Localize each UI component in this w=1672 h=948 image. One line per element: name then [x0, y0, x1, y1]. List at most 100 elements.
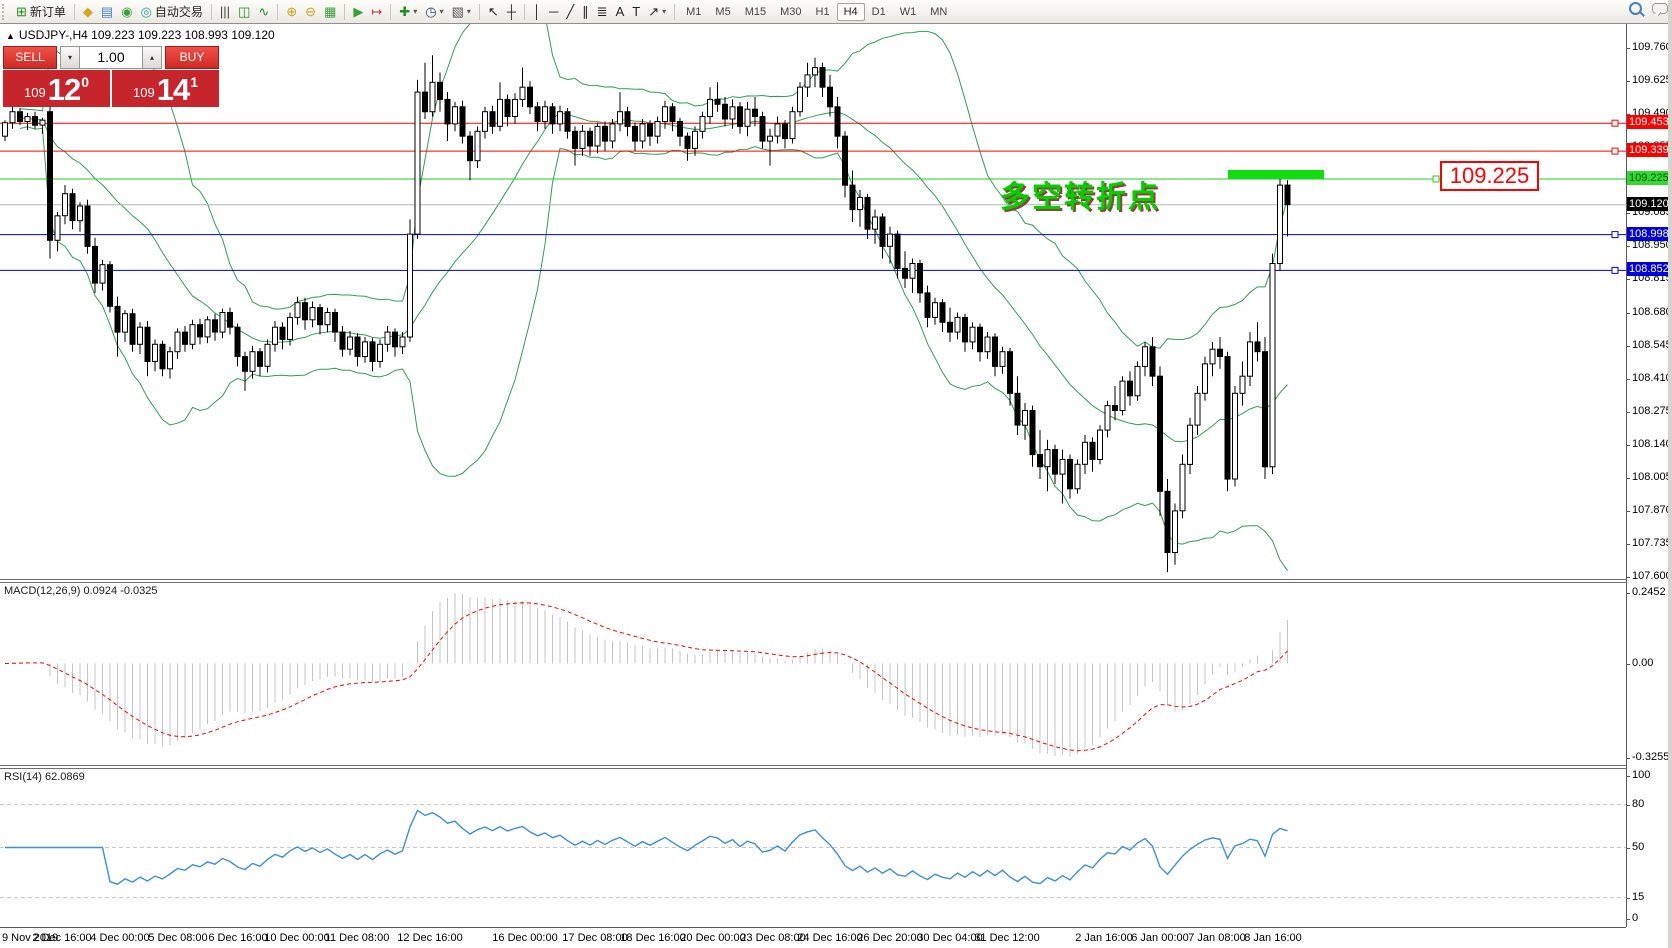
price-callout-box[interactable]: 109.225 [1440, 161, 1539, 191]
zoom-out-icon[interactable]: ⊖ [305, 3, 317, 19]
new-order-icon[interactable]: ⊞ 新订单 [16, 3, 66, 20]
timeframe-w1[interactable]: W1 [899, 5, 917, 18]
sell-price-display[interactable]: 109 12 0 [3, 70, 110, 107]
cursor-icon[interactable]: ↖ [487, 3, 499, 19]
trendline-icon[interactable]: ╱ [566, 3, 575, 19]
text-label-icon[interactable]: T [632, 3, 641, 19]
macd-tick-label: 0.00 [1625, 656, 1654, 669]
chat-icon[interactable] [1652, 3, 1668, 14]
rsi-line [5, 809, 1288, 885]
time-tick-label: 6 Dec 16:00 [208, 932, 268, 944]
time-tick-label: 8 Jan 16:00 [1244, 932, 1302, 944]
buy-price-big: 14 [156, 72, 190, 107]
macd-tick-label: 0.2452 [1626, 586, 1666, 598]
tile-windows-icon[interactable]: ▦ [324, 3, 337, 19]
macd-signal-line [4, 602, 1288, 752]
periods-icon[interactable]: ◷ ▾ [425, 3, 444, 19]
market-watch-icon[interactable]: ◆ [82, 3, 93, 19]
time-tick-label: 11 Dec 08:00 [324, 932, 390, 944]
sell-price-sup: 0 [81, 74, 89, 90]
chart-candles-icon[interactable]: ◫ [238, 3, 251, 19]
fibonacci-icon[interactable]: ≣ [596, 3, 608, 19]
timeframe-m1[interactable]: M1 [686, 5, 702, 18]
price-tick-label: 107.735 [1626, 536, 1672, 549]
chart-annotation-text[interactable]: 多空转折点 [1000, 181, 1160, 214]
horizontal-lines[interactable] [0, 119, 1626, 274]
price-label-box: 109.120 [1627, 196, 1672, 211]
rsi-panel[interactable] [0, 769, 1626, 927]
timeframe-m15[interactable]: M15 [744, 5, 767, 18]
time-tick-label: 23 Dec 08:00 [740, 932, 806, 944]
chart-shift-icon[interactable]: ↦ [371, 3, 383, 19]
highlight-bar[interactable] [1228, 170, 1324, 180]
macd-panel[interactable] [0, 583, 1626, 765]
macd-histogram [12, 593, 1288, 757]
indicators-icon[interactable]: ✚ ▾ [399, 3, 418, 19]
templates-icon[interactable]: ▧ ▾ [451, 3, 471, 19]
chart-line-icon[interactable]: ∿ [258, 3, 270, 19]
price-tick-label: 109.625 [1626, 74, 1672, 87]
buy-button[interactable]: BUY [165, 46, 219, 69]
buy-price-display[interactable]: 109 14 1 [112, 70, 219, 107]
volume-input[interactable]: 1.00 [80, 46, 142, 69]
price-axis-border [1626, 23, 1627, 927]
horizontal-line-icon[interactable]: ─ [549, 3, 559, 19]
price-tick-label: 108.545 [1626, 338, 1672, 351]
vertical-line-icon[interactable]: │ [533, 3, 542, 19]
volume-decrease-button[interactable]: ▾ [60, 46, 80, 69]
timeframe-h1[interactable]: H1 [815, 5, 830, 18]
price-tick-label: 108.410 [1626, 371, 1672, 384]
time-tick-label: 6 Jan 00:00 [1131, 932, 1189, 944]
crosshair-icon[interactable]: ┼ [506, 3, 516, 19]
symbol-ohlc-text: USDJPY-,H4 109.223 109.223 108.993 109.1… [18, 28, 275, 42]
timeframe-d1[interactable]: D1 [871, 5, 886, 18]
rsi-tick-label: 15 [1625, 890, 1645, 903]
time-tick-label: 26 Dec 20:00 [857, 932, 923, 944]
sell-price-prefix: 109 [24, 85, 46, 100]
symbol-collapse-icon[interactable]: ▲ [6, 31, 15, 41]
splitter-macd[interactable] [0, 579, 1626, 583]
price-tick-label: 107.600 [1626, 570, 1672, 582]
time-tick-label: 17 Dec 08:00 [562, 932, 628, 944]
timeframe-m5[interactable]: M5 [715, 5, 731, 18]
price-tick-label: 108.005 [1626, 470, 1672, 483]
macd-tick-label: -0.3255 [1625, 751, 1670, 763]
price-tick-label: 108.140 [1626, 437, 1672, 450]
search-icon[interactable] [1629, 2, 1642, 15]
timeframe-mn[interactable]: MN [930, 5, 948, 18]
window-edge [1668, 0, 1672, 948]
splitter-rsi[interactable] [0, 765, 1626, 769]
time-tick-label: 16 Dec 00:00 [492, 932, 558, 944]
zoom-in-icon[interactable]: ⊕ [286, 3, 298, 19]
price-label-box: 108.998 [1627, 226, 1672, 241]
chart-bars-icon[interactable]: ||| [219, 3, 231, 19]
autotrading-icon[interactable]: ◎ 自动交易 [140, 3, 203, 20]
timeframe-h4[interactable]: H4 [836, 2, 865, 21]
timeframe-m30[interactable]: M30 [780, 5, 802, 18]
time-tick-label: 24 Dec 16:00 [797, 932, 863, 944]
price-label-box: 109.453 [1627, 115, 1672, 130]
macd-indicator-label: MACD(12,26,9) 0.0924 -0.0325 [4, 585, 158, 597]
sell-button[interactable]: SELL [3, 46, 57, 69]
price-tick-label: 107.870 [1626, 503, 1672, 516]
price-label-box: 109.339 [1627, 143, 1672, 158]
arrows-icon[interactable]: ↗ ▾ [648, 3, 667, 19]
price-tick-label: 108.950 [1626, 239, 1672, 252]
signals-icon[interactable]: ◉ [121, 3, 133, 19]
text-icon[interactable]: A [615, 3, 625, 19]
volume-increase-button[interactable]: ▴ [142, 46, 162, 69]
data-window-icon[interactable]: ▤ [100, 3, 114, 19]
time-tick-label: 9 Nov 2019 [2, 932, 59, 944]
equidistant-channel-icon[interactable]: ∥ [582, 3, 589, 19]
price-label-box: 108.852 [1627, 262, 1672, 277]
symbol-header: ▲ USDJPY-,H4 109.223 109.223 108.993 109.… [6, 28, 275, 42]
time-tick-label: 2 Dec 16:00 [32, 932, 92, 944]
rsi-tick-label: 50 [1625, 840, 1645, 853]
main-chart[interactable] [0, 23, 1626, 579]
auto-scroll-icon[interactable]: ▶ [353, 3, 364, 19]
candles-series [2, 55, 1291, 573]
time-tick-label: 12 Dec 16:00 [397, 932, 463, 944]
time-axis[interactable]: 9 Nov 2019 2 Dec 16:00 4 Dec 00:00 5 Dec 08… [0, 927, 1626, 948]
toolbar-grip[interactable] [2, 3, 9, 20]
